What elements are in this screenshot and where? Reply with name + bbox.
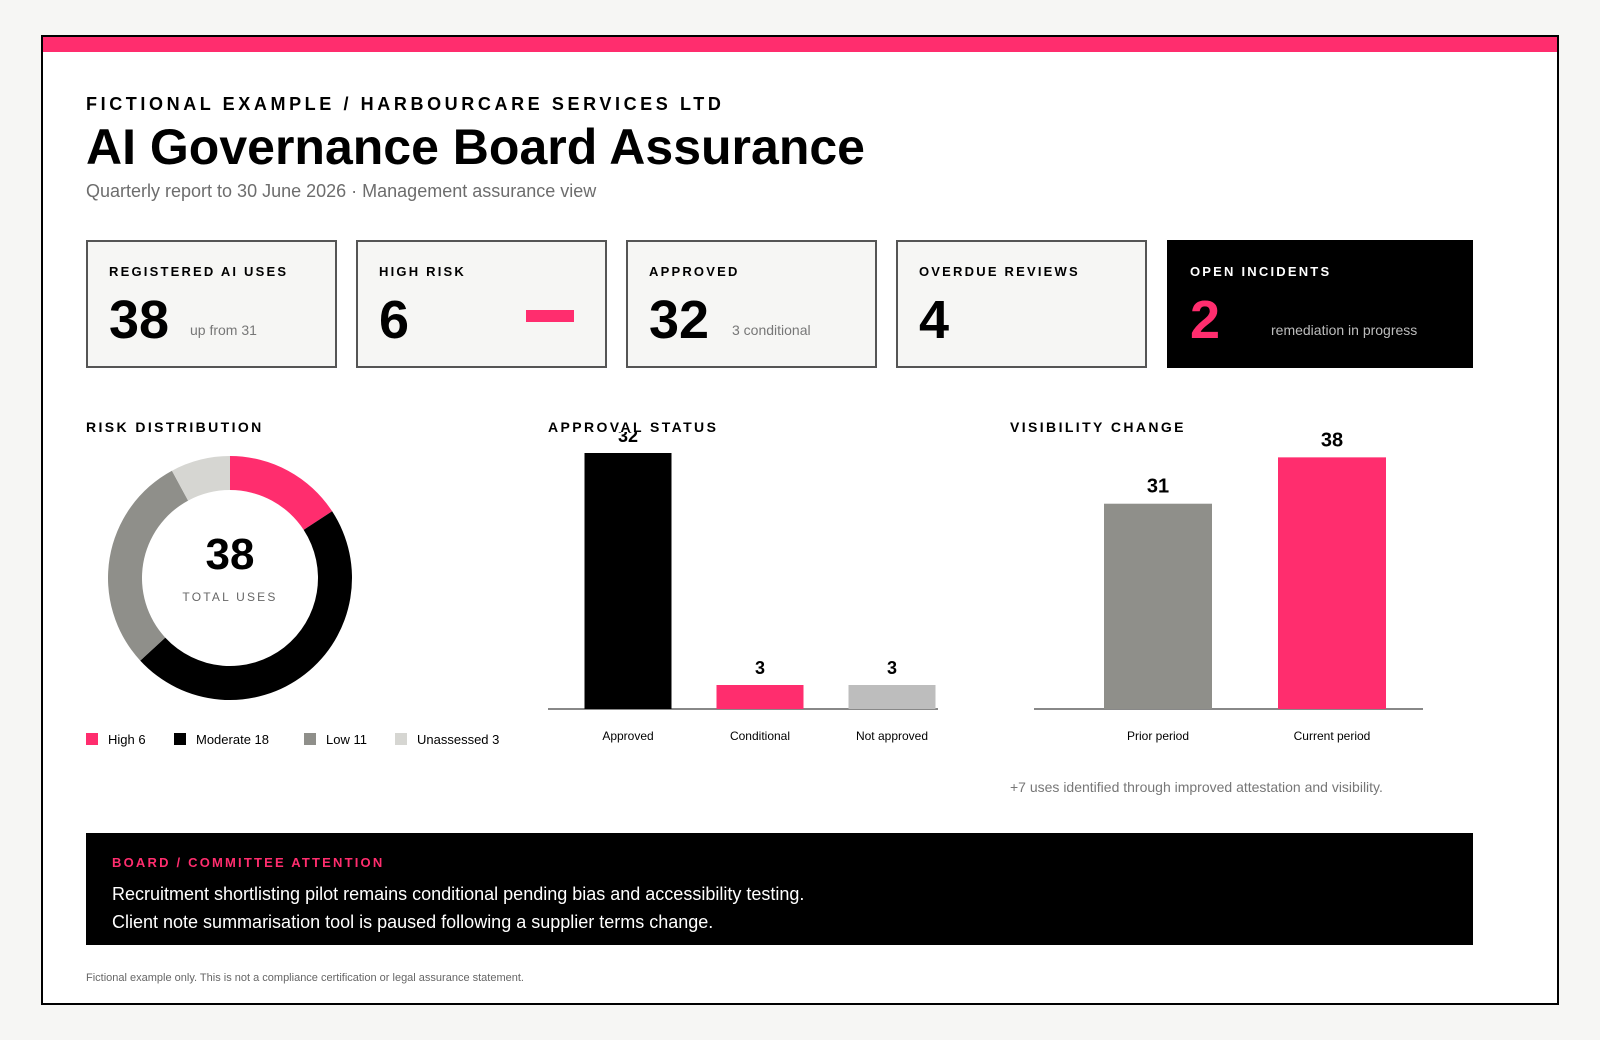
attention-item: Client note summarisation tool is paused… xyxy=(112,912,714,932)
category-label: Not approved xyxy=(856,729,928,743)
category-label: Conditional xyxy=(730,729,790,743)
donut-slice-unassessed xyxy=(171,456,230,501)
kpi-label: OVERDUE REVIEWS xyxy=(919,264,1080,279)
approval-status-heading: APPROVAL STATUS xyxy=(548,419,719,435)
donut-center: 38 TOTAL USES xyxy=(107,455,353,701)
visibility-bar-chart: 31 Prior period 38 Current period xyxy=(1034,432,1423,743)
legend-item-moderate: Moderate 18 xyxy=(174,731,269,747)
kpi-note: remediation in progress xyxy=(1271,322,1418,338)
legend-swatch xyxy=(86,733,98,745)
page-subtitle: Quarterly report to 30 June 2026 · Manag… xyxy=(86,181,597,201)
kpi-label: APPROVED xyxy=(649,264,740,279)
category-label: Approved xyxy=(602,729,653,743)
kpi-value: 32 xyxy=(649,290,710,350)
bar-value-label: 3 xyxy=(755,658,765,678)
donut-slice-moderate xyxy=(140,511,352,700)
bar-approved xyxy=(584,453,672,709)
attention-item: Recruitment shortlisting pilot remains c… xyxy=(112,884,805,904)
kpi-label: HIGH RISK xyxy=(379,264,466,279)
attention-label: BOARD / COMMITTEE ATTENTION xyxy=(112,855,385,870)
legend-item-low: Low 11 xyxy=(304,731,367,747)
donut-slice-high xyxy=(230,456,333,530)
page-title: AI Governance Board Assurance xyxy=(86,119,865,175)
donut-slice-low xyxy=(107,470,189,661)
kpi-registered-ai-uses: REGISTERED AI USES 38 up from 31 xyxy=(86,240,337,368)
donut-total-label: TOTAL USES xyxy=(182,590,278,604)
kpi-value: 2 xyxy=(1190,290,1221,350)
bar-value-label: 3 xyxy=(887,658,897,678)
approval-bar-chart: 32 Approved 3 Conditional 3 Not approved xyxy=(548,432,938,743)
kpi-high-risk: HIGH RISK 6 xyxy=(356,240,607,368)
kpi-value: 38 xyxy=(109,290,170,350)
category-label: Current period xyxy=(1294,729,1371,743)
risk-donut-chart: 38 TOTAL USES xyxy=(107,455,353,701)
legend-label: Low 11 xyxy=(326,731,367,747)
legend-item-high: High 6 xyxy=(86,731,146,747)
bar-value-label: 38 xyxy=(1321,432,1343,451)
kpi-note: up from 31 xyxy=(190,322,257,338)
organisation-eyebrow: FICTIONAL EXAMPLE / HARBOURCARE SERVICES… xyxy=(86,94,725,114)
donut-svg xyxy=(107,456,352,700)
legend-label: Unassessed 3 xyxy=(417,731,500,747)
board-attention-panel: BOARD / COMMITTEE ATTENTION Recruitment … xyxy=(86,833,1473,945)
legend-swatch xyxy=(304,733,316,745)
bar-current-period xyxy=(1278,457,1386,709)
donut-total-value: 38 xyxy=(205,530,255,579)
legend-swatch xyxy=(395,733,407,745)
kpi-label: REGISTERED AI USES xyxy=(109,264,289,279)
visibility-change-heading: VISIBILITY CHANGE xyxy=(1010,419,1186,435)
category-label: Prior period xyxy=(1127,729,1189,743)
risk-indicator-dash xyxy=(526,310,574,322)
visibility-note: +7 uses identified through improved atte… xyxy=(1010,779,1383,795)
kpi-note: 3 conditional xyxy=(732,322,811,338)
accent-bar xyxy=(43,37,1557,52)
bar-prior-period xyxy=(1104,503,1212,709)
legend-label: Moderate 18 xyxy=(196,731,269,747)
kpi-overdue-reviews: OVERDUE REVIEWS 4 xyxy=(896,240,1147,368)
bar-value-label: 31 xyxy=(1147,476,1169,498)
kpi-label: OPEN INCIDENTS xyxy=(1190,264,1332,279)
bar-conditional xyxy=(716,685,804,709)
legend-label: High 6 xyxy=(108,731,146,747)
bar-value-label: 32 xyxy=(618,432,638,446)
kpi-value: 4 xyxy=(919,290,950,350)
report-card: FICTIONAL EXAMPLE / HARBOURCARE SERVICES… xyxy=(41,35,1559,1005)
bar-not-approved xyxy=(848,685,936,709)
kpi-open-incidents: OPEN INCIDENTS 2 remediation in progress xyxy=(1167,240,1473,368)
legend-item-unassessed: Unassessed 3 xyxy=(395,731,499,747)
disclaimer-footnote: Fictional example only. This is not a co… xyxy=(86,972,524,984)
kpi-approved: APPROVED 32 3 conditional xyxy=(626,240,877,368)
legend-swatch xyxy=(174,733,186,745)
kpi-value: 6 xyxy=(379,290,410,350)
risk-distribution-heading: RISK DISTRIBUTION xyxy=(86,419,264,435)
